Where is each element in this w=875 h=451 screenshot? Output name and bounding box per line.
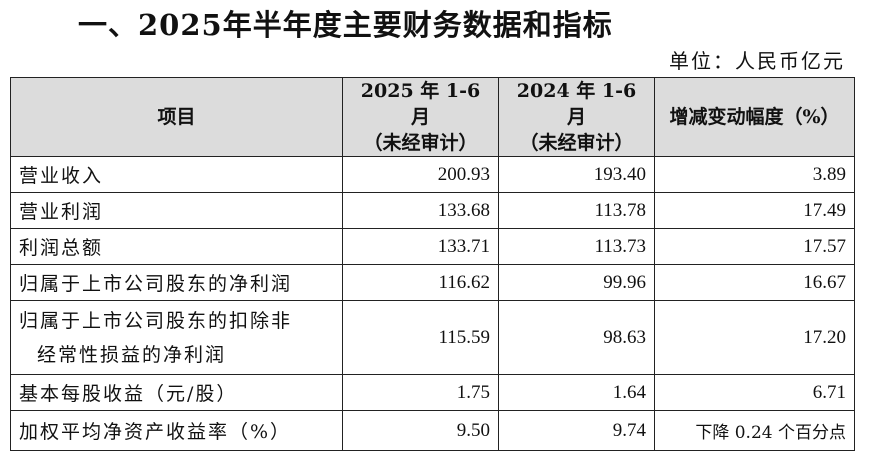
cell-previous: 113.78 — [498, 192, 655, 229]
cell-change: 17.20 — [654, 300, 855, 375]
table-row: 利润总额 133.71 113.73 17.57 — [10, 228, 855, 265]
cell-change: 16.67 — [654, 264, 855, 301]
table-row: 加权平均净资产收益率（%） 9.50 9.74 下降 0.24 个百分点 — [10, 410, 855, 451]
row-label: 加权平均净资产收益率（%） — [10, 410, 343, 451]
table-row: 基本每股收益（元/股） 1.75 1.64 6.71 — [10, 374, 855, 411]
cell-current: 1.75 — [342, 374, 499, 411]
table-header-row: 项目 2025 年 1-6 月 （未经审计） 2024 年 1-6 月 （未经审… — [10, 77, 855, 157]
cell-previous: 113.73 — [498, 228, 655, 265]
header-previous-line2: （未经审计） — [519, 132, 634, 154]
header-item: 项目 — [10, 77, 343, 157]
cell-change: 17.57 — [654, 228, 855, 265]
table-row: 营业收入 200.93 193.40 3.89 — [10, 156, 855, 193]
cell-change: 下降 0.24 个百分点 — [654, 410, 855, 451]
cell-previous: 9.74 — [498, 410, 655, 451]
cell-previous: 99.96 — [498, 264, 655, 301]
cell-change: 17.49 — [654, 192, 855, 229]
page-title: 一、2025年半年度主要财务数据和指标 — [78, 8, 613, 42]
row-label: 归属于上市公司股东的扣除非 经常性损益的净利润 — [10, 300, 343, 375]
header-change: 增减变动幅度（%） — [654, 77, 855, 157]
cell-current: 133.68 — [342, 192, 499, 229]
cell-current: 116.62 — [342, 264, 499, 301]
header-current-period: 2025 年 1-6 月 （未经审计） — [342, 77, 499, 157]
financial-table: 项目 2025 年 1-6 月 （未经审计） 2024 年 1-6 月 （未经审… — [10, 77, 855, 451]
table-row: 营业利润 133.68 113.78 17.49 — [10, 192, 855, 229]
cell-change: 3.89 — [654, 156, 855, 193]
unit-label: 单位：人民币亿元 — [669, 49, 845, 73]
cell-change: 6.71 — [654, 374, 855, 411]
header-current-line2: （未经审计） — [363, 132, 478, 154]
table-row: 归属于上市公司股东的净利润 116.62 99.96 16.67 — [10, 264, 855, 301]
row-label: 营业利润 — [10, 192, 343, 229]
row-label: 营业收入 — [10, 156, 343, 193]
cell-previous: 98.63 — [498, 300, 655, 375]
cell-previous: 193.40 — [498, 156, 655, 193]
cell-current: 115.59 — [342, 300, 499, 375]
header-previous-period: 2024 年 1-6 月 （未经审计） — [498, 77, 655, 157]
cell-current: 9.50 — [342, 410, 499, 451]
cell-current: 200.93 — [342, 156, 499, 193]
header-previous-line1: 2024 年 1-6 月 — [516, 80, 637, 128]
table-row: 归属于上市公司股东的扣除非 经常性损益的净利润 115.59 98.63 17.… — [10, 300, 855, 375]
row-label: 基本每股收益（元/股） — [10, 374, 343, 411]
row-label: 利润总额 — [10, 228, 343, 265]
cell-previous: 1.64 — [498, 374, 655, 411]
row-label: 归属于上市公司股东的净利润 — [10, 264, 343, 301]
row-label-line1: 归属于上市公司股东的扣除非 — [19, 309, 293, 332]
header-current-line1: 2025 年 1-6 月 — [360, 80, 481, 128]
row-label-line2: 经常性损益的净利润 — [37, 343, 227, 366]
cell-current: 133.71 — [342, 228, 499, 265]
